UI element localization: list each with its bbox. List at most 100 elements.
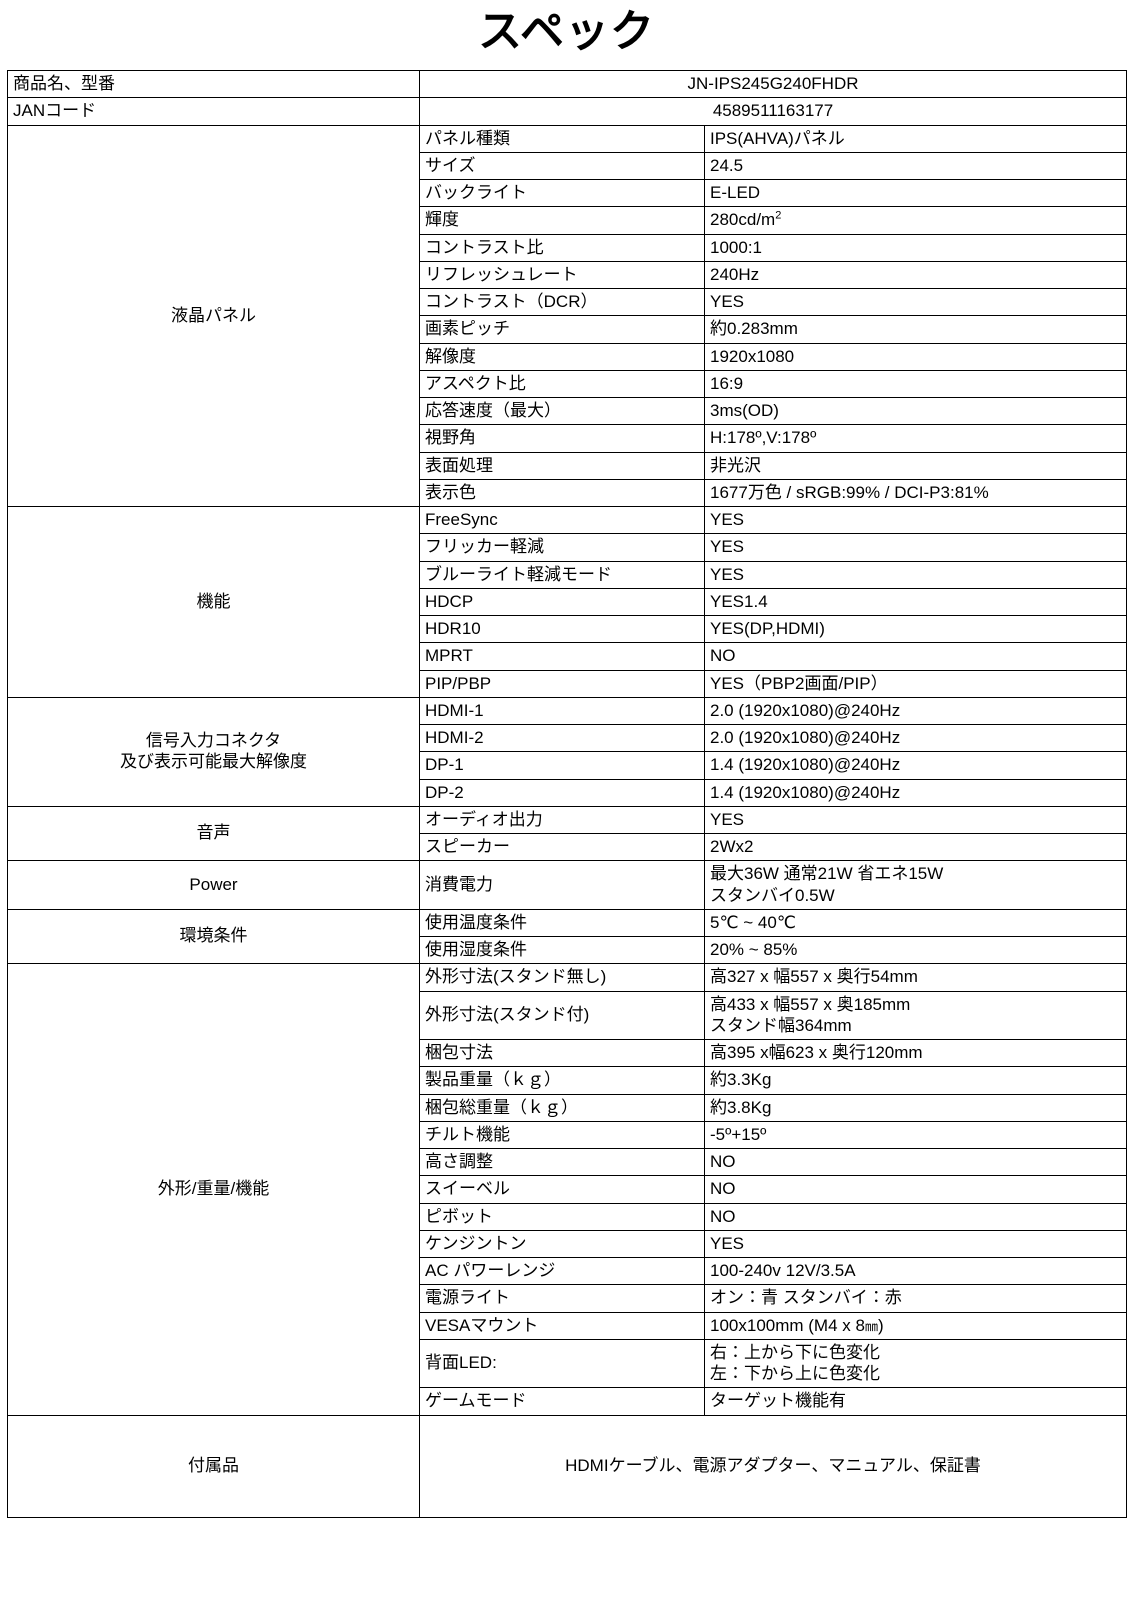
spec-value: NO — [703, 1202, 1128, 1231]
brightness-unit-superscript: 2 — [775, 209, 782, 222]
table-row: 製品重量（ｋｇ） 約3.3Kg — [8, 1066, 1128, 1095]
spec-value: IPS(AHVA)パネル — [703, 124, 1128, 153]
spec-key: FreeSync — [419, 505, 705, 535]
spec-value: 240Hz — [703, 260, 1128, 290]
spec-value: NO — [703, 1147, 1128, 1177]
spec-key: MPRT — [419, 642, 705, 671]
spec-key: HDMI-1 — [419, 696, 705, 726]
spec-value: H:178º,V:178º — [703, 424, 1128, 453]
table-row: 外形/重量/機能 外形寸法(スタンド無し) 高327 x 幅557 x 奥行54… — [7, 963, 1128, 1416]
spec-key: 消費電力 — [419, 860, 705, 910]
category-label-line1: 信号入力コネクタ — [145, 731, 282, 750]
table-row: PIP/PBP YES（PBP2画面/PIP） — [8, 669, 1128, 698]
spec-value: YES — [703, 560, 1128, 589]
row-label-product-name: 商品名、型番 — [7, 69, 420, 99]
table-row: 音声 オーディオ出力 YES — [7, 805, 1128, 862]
spec-value: YES — [703, 1229, 1128, 1259]
spec-value: 2.0 (1920x1080)@240Hz — [703, 696, 1128, 726]
spec-key: 背面LED: — [419, 1338, 705, 1389]
table-row: 外形寸法(スタンド付) 高433 x 幅557 x 奥185mm スタンド幅36… — [8, 990, 1128, 1040]
spec-key: PIP/PBP — [419, 669, 705, 698]
spec-key: ブルーライト軽減モード — [419, 560, 705, 589]
spec-value: 高433 x 幅557 x 奥185mm スタンド幅364mm — [703, 990, 1128, 1040]
spec-key: 電源ライト — [419, 1284, 705, 1313]
table-row: 画素ピッチ 約0.283mm — [8, 315, 1128, 344]
row-label-jan-code: JANコード — [7, 97, 420, 126]
table-row-accessories: 付属品 HDMIケーブル、電源アダプター、マニュアル、保証書 — [7, 1414, 1128, 1518]
spec-value: 3ms(OD) — [703, 396, 1128, 426]
spec-key: 使用温度条件 — [419, 908, 705, 938]
table-row: HDMI-2 2.0 (1920x1080)@240Hz — [8, 723, 1128, 753]
spec-key: 輝度 — [419, 206, 705, 235]
spec-key: 高さ調整 — [419, 1147, 705, 1177]
table-row: ピボット NO — [8, 1202, 1128, 1231]
spec-value: 5℃ ~ 40℃ — [703, 908, 1128, 938]
table-row: リフレッシュレート 240Hz — [8, 260, 1128, 290]
spec-value: 100-240v 12V/3.5A — [703, 1256, 1128, 1286]
spec-value: YES — [703, 805, 1128, 835]
spec-value: 1000:1 — [703, 233, 1128, 262]
page-title: スペック — [478, 7, 655, 56]
spec-key: DP-1 — [419, 751, 705, 780]
spec-value: 1677万色 / sRGB:99% / DCI-P3:81% — [703, 478, 1128, 508]
power-consumption-line2: スタンバイ0.5W — [710, 885, 835, 905]
table-row: 解像度 1920x1080 — [8, 342, 1128, 371]
spec-value: YES1.4 — [703, 587, 1128, 617]
spec-key: フリッカー軽減 — [419, 533, 705, 562]
table-row: サイズ 24.5 — [8, 151, 1128, 181]
spec-key: アスペクト比 — [419, 369, 705, 399]
table-row: HDR10 YES(DP,HDMI) — [8, 614, 1128, 644]
spec-key: 梱包総重量（ｋｇ） — [419, 1093, 705, 1122]
category-label-functions: 機能 — [7, 506, 420, 698]
table-row-jan-code: JANコード 4589511163177 — [7, 97, 1128, 126]
table-row: 高さ調整 NO — [8, 1147, 1128, 1177]
spec-key: 応答速度（最大） — [419, 396, 705, 426]
table-row: DP-1 1.4 (1920x1080)@240Hz — [8, 751, 1128, 780]
power-consumption-line1: 最大36W 通常21W 省エネ15W — [710, 864, 944, 884]
spec-value: 16:9 — [703, 369, 1128, 399]
spec-key: スイーベル — [419, 1175, 705, 1204]
spec-key: ピボット — [419, 1202, 705, 1231]
table-row: 信号入力コネクタ 及び表示可能最大解像度 HDMI-1 2.0 (1920x10… — [7, 696, 1128, 807]
vesa-value-suffix: ) — [877, 1315, 884, 1335]
spec-key: 外形寸法(スタンド無し) — [419, 963, 705, 992]
spec-value: 約0.283mm — [703, 315, 1128, 344]
spec-value: 高327 x 幅557 x 奥行54mm — [703, 963, 1128, 992]
brightness-value: 280cd/m — [710, 210, 776, 230]
spec-value: 最大36W 通常21W 省エネ15W スタンバイ0.5W — [703, 860, 1128, 910]
spec-value: ターゲット機能有 — [703, 1387, 1128, 1416]
row-value-product-name: JN-IPS245G240FHDR — [418, 69, 1128, 99]
category-label-line2: 及び表示可能最大解像度 — [120, 752, 307, 772]
spec-value: 非光沢 — [703, 451, 1128, 480]
table-row: スピーカー 2Wx2 — [8, 832, 1128, 862]
spec-value: 1.4 (1920x1080)@240Hz — [703, 751, 1128, 780]
spec-key: オーディオ出力 — [419, 805, 705, 835]
row-value-jan-code: 4589511163177 — [418, 97, 1128, 126]
category-label-dimensions-weight-features: 外形/重量/機能 — [7, 963, 420, 1416]
spec-key: HDMI-2 — [419, 723, 705, 753]
spec-value: 280cd/m2 — [703, 206, 1128, 235]
category-label-signal-input: 信号入力コネクタ 及び表示可能最大解像度 — [7, 696, 420, 807]
table-row: 環境条件 使用温度条件 5℃ ~ 40℃ — [7, 908, 1128, 965]
spec-key: 画素ピッチ — [419, 315, 705, 344]
spec-key: 表面処理 — [419, 451, 705, 480]
spec-value: NO — [703, 642, 1128, 671]
specification-table: 商品名、型番 JN-IPS245G240FHDR JANコード 45895111… — [7, 69, 1128, 1518]
vesa-value-prefix: 100x100mm (M4 x 8 — [710, 1315, 865, 1335]
spec-value: 2Wx2 — [703, 832, 1128, 862]
spec-value: YES — [703, 533, 1128, 562]
spec-value: NO — [703, 1175, 1128, 1204]
spec-value: 約3.3Kg — [703, 1066, 1128, 1095]
category-label-power: Power — [7, 860, 420, 910]
spec-key: AC パワーレンジ — [419, 1256, 705, 1286]
spec-value: 1.4 (1920x1080)@240Hz — [703, 778, 1128, 807]
rear-led-line2: 左：下から上に色変化 — [710, 1364, 880, 1383]
spec-value: オン：青 スタンバイ：赤 — [703, 1284, 1128, 1313]
spec-key: チルト機能 — [419, 1120, 705, 1150]
table-row: スイーベル NO — [8, 1175, 1128, 1204]
spec-value: 100x100mm (M4 x 8㎜) — [703, 1311, 1128, 1340]
table-row: 表示色 1677万色 / sRGB:99% / DCI-P3:81% — [8, 478, 1128, 508]
table-row: 梱包寸法 高395 x幅623 x 奥行120mm — [8, 1038, 1128, 1068]
spec-key: リフレッシュレート — [419, 260, 705, 290]
table-row: コントラスト（DCR） YES — [8, 287, 1128, 317]
